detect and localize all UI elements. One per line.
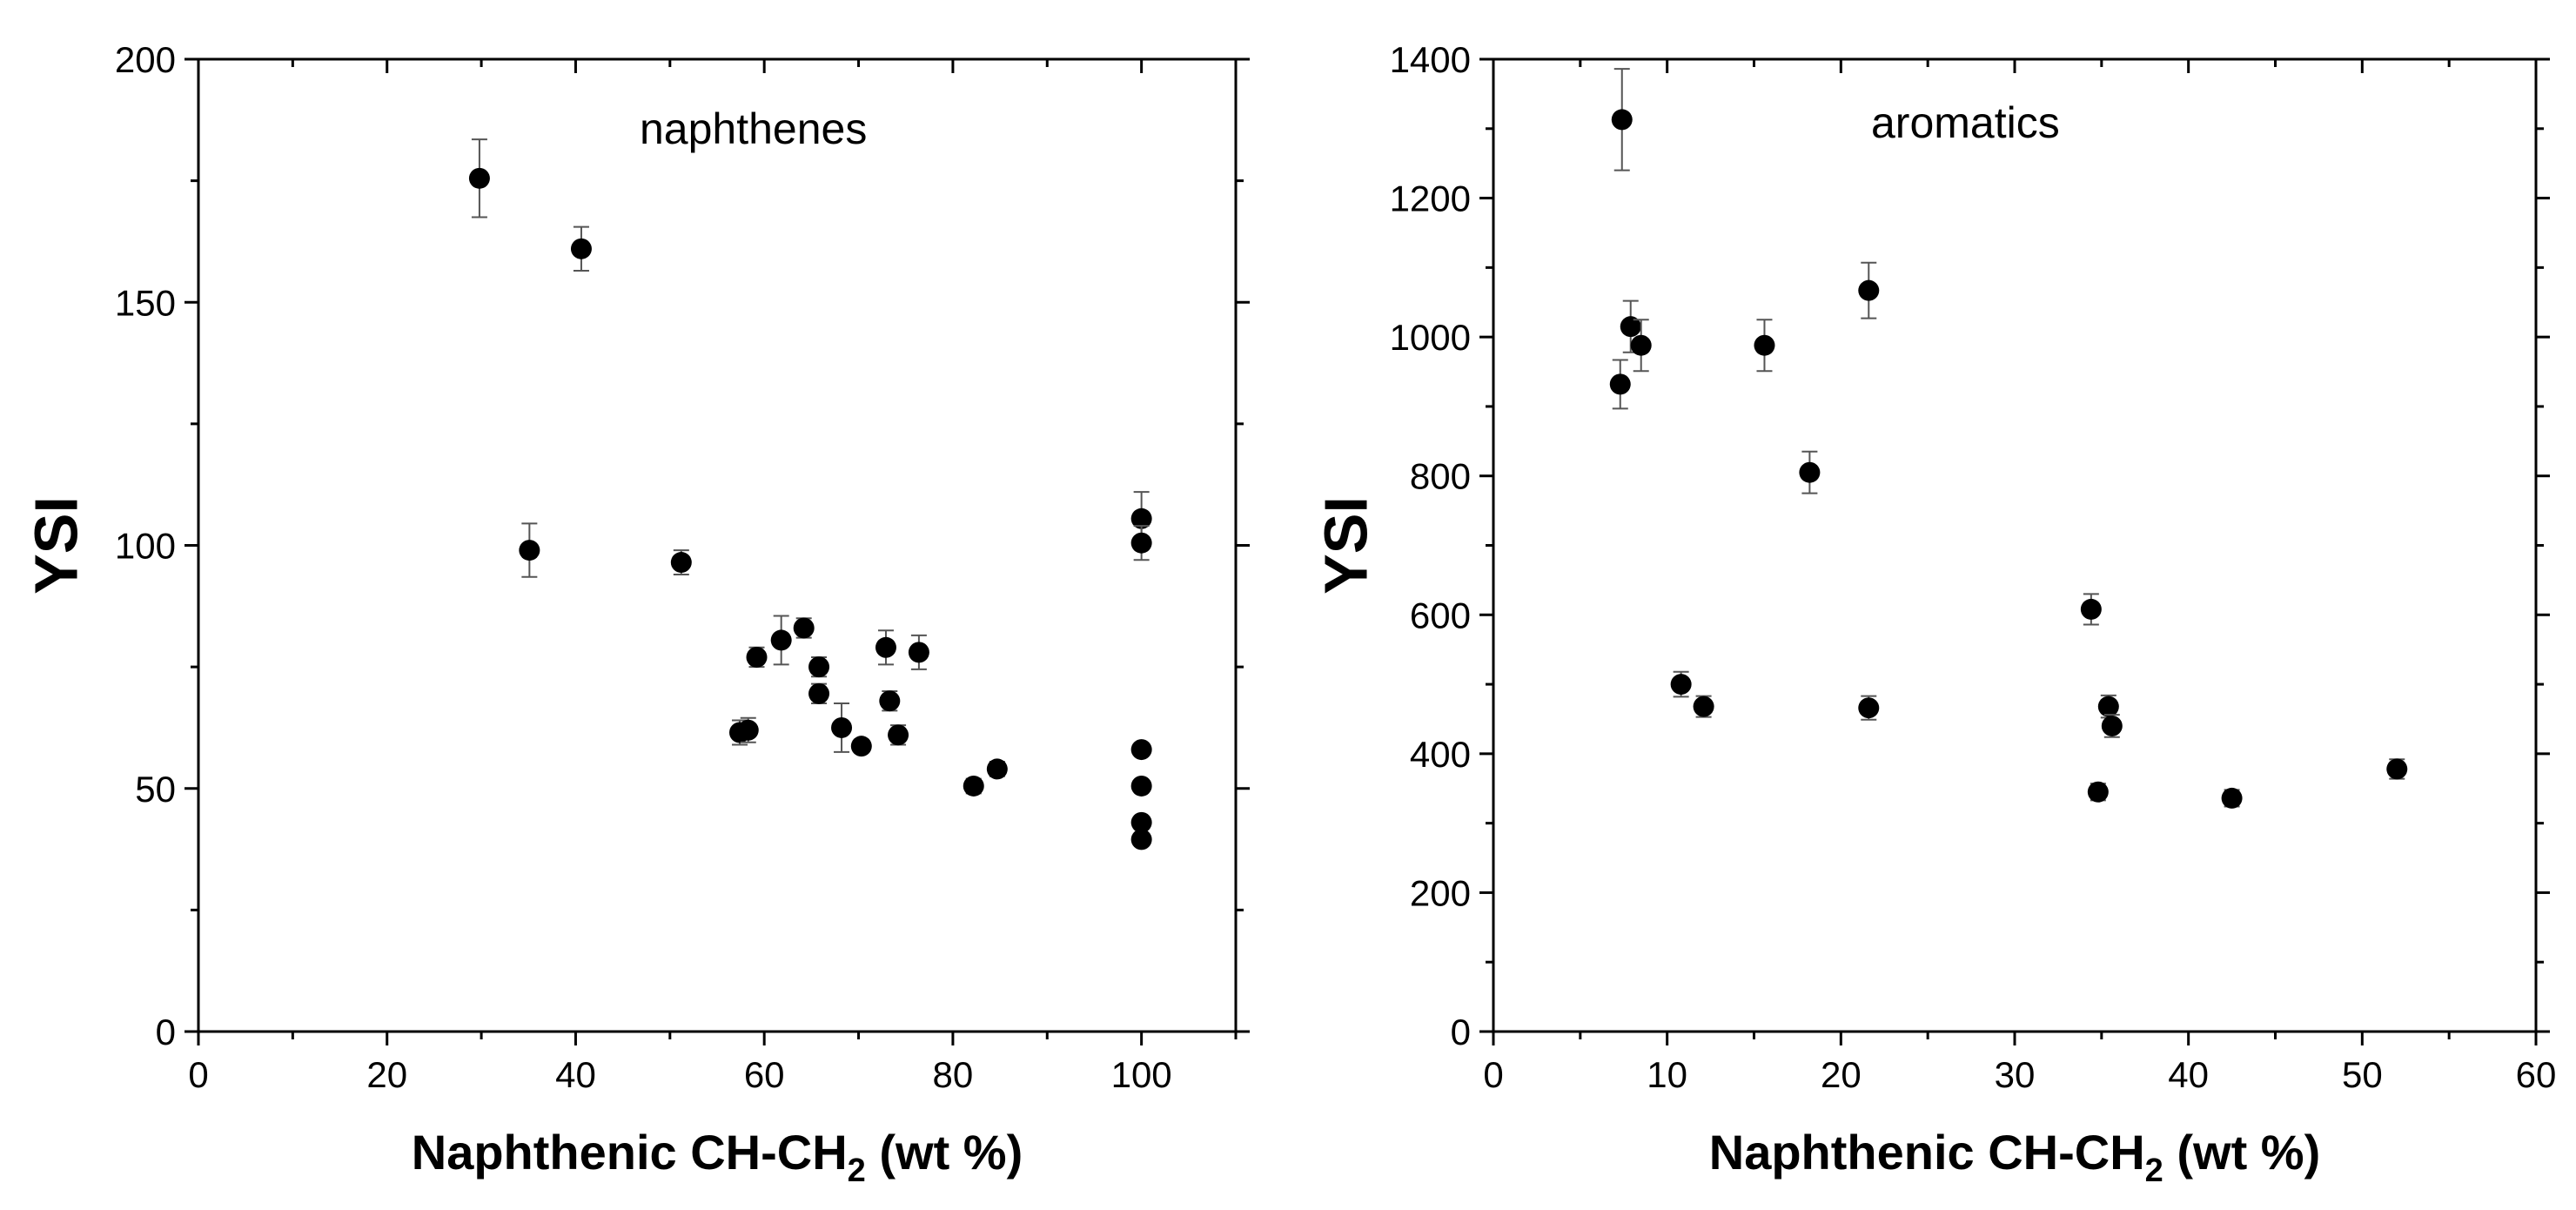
data-point bbox=[670, 552, 692, 574]
data-point bbox=[1609, 373, 1631, 395]
data-point bbox=[1130, 811, 1152, 833]
data-point bbox=[1130, 739, 1152, 761]
x-tick-label: 60 bbox=[744, 1054, 785, 1095]
data-point bbox=[1693, 696, 1714, 717]
y-tick-label: 1000 bbox=[1390, 317, 1471, 358]
data-point bbox=[737, 719, 759, 741]
y-tick-label: 200 bbox=[115, 39, 176, 80]
y-tick-label: 50 bbox=[135, 769, 176, 810]
data-point bbox=[963, 775, 984, 797]
plot-frame bbox=[1492, 57, 2538, 1033]
data-point bbox=[1670, 674, 1692, 696]
data-point bbox=[986, 758, 1008, 780]
data-point bbox=[1858, 279, 1880, 301]
x-tick-label: 20 bbox=[366, 1054, 407, 1095]
data-point bbox=[746, 646, 768, 668]
y-tick-label: 1400 bbox=[1390, 39, 1471, 80]
data-point bbox=[1130, 829, 1152, 850]
x-tick-label: 40 bbox=[2168, 1054, 2209, 1095]
x-axis-title: Naphthenic CH-CH2 (wt %) bbox=[1709, 1125, 2320, 1189]
y-axis-title: YSI bbox=[1311, 496, 1379, 595]
data-point bbox=[908, 642, 929, 663]
data-point bbox=[879, 690, 901, 712]
y-tick-label: 600 bbox=[1410, 595, 1471, 635]
data-point bbox=[1611, 109, 1633, 131]
data-point bbox=[2221, 787, 2243, 809]
data-point bbox=[1754, 334, 1775, 356]
data-point bbox=[1799, 461, 1821, 483]
x-tick-label: 0 bbox=[188, 1054, 208, 1095]
x-tick-label: 40 bbox=[555, 1054, 596, 1095]
data-point bbox=[831, 716, 853, 738]
data-point bbox=[519, 540, 540, 561]
data-point bbox=[468, 167, 490, 189]
y-tick-label: 150 bbox=[115, 282, 176, 323]
data-point bbox=[570, 238, 592, 259]
y-tick-label: 200 bbox=[1410, 872, 1471, 913]
data-point bbox=[2097, 696, 2119, 717]
x-axis-title: Naphthenic CH-CH2 (wt %) bbox=[412, 1125, 1023, 1189]
y-tick-label: 1200 bbox=[1390, 178, 1471, 219]
x-tick-label: 20 bbox=[1821, 1054, 1862, 1095]
y-axis-title: YSI bbox=[22, 496, 90, 595]
data-point bbox=[793, 617, 815, 639]
data-point bbox=[770, 629, 792, 651]
data-point bbox=[1130, 775, 1152, 797]
data-point bbox=[850, 736, 872, 757]
data-point bbox=[888, 724, 909, 746]
data-point bbox=[1130, 532, 1152, 554]
data-point bbox=[1130, 508, 1152, 529]
data-point bbox=[1630, 334, 1652, 356]
x-tick-label: 80 bbox=[933, 1054, 974, 1095]
panel-label: naphthenes bbox=[640, 104, 867, 153]
data-point bbox=[2101, 715, 2123, 736]
y-tick-label: 800 bbox=[1410, 456, 1471, 497]
data-point bbox=[2087, 781, 2109, 803]
data-point bbox=[2080, 598, 2102, 620]
y-tick-label: 400 bbox=[1410, 734, 1471, 775]
x-tick-label: 30 bbox=[1995, 1054, 2036, 1095]
panel-label: aromatics bbox=[1871, 98, 2060, 147]
data-point bbox=[2386, 758, 2408, 780]
data-point bbox=[808, 682, 830, 704]
plot-frame bbox=[197, 57, 1238, 1033]
x-tick-label: 50 bbox=[2342, 1054, 2383, 1095]
x-tick-label: 60 bbox=[2516, 1054, 2557, 1095]
y-tick-label: 0 bbox=[156, 1012, 176, 1052]
data-point bbox=[808, 656, 830, 678]
x-tick-label: 0 bbox=[1483, 1054, 1503, 1095]
data-point bbox=[1620, 316, 1641, 338]
x-tick-label: 100 bbox=[1111, 1054, 1172, 1095]
y-tick-label: 100 bbox=[115, 526, 176, 567]
data-point bbox=[1858, 697, 1880, 719]
data-point bbox=[875, 636, 896, 658]
y-tick-label: 0 bbox=[1451, 1012, 1471, 1052]
chart-panel-aromatics: 0 10 20 30 40 50 600200400600800100012001400Na… bbox=[1311, 39, 2556, 1189]
x-tick-label: 10 bbox=[1647, 1054, 1687, 1095]
chart-panel-naphthenes: 0 20 40 60 80 100 0 50 100 150 200 Naphthenic CH-CH… bbox=[22, 39, 1250, 1189]
